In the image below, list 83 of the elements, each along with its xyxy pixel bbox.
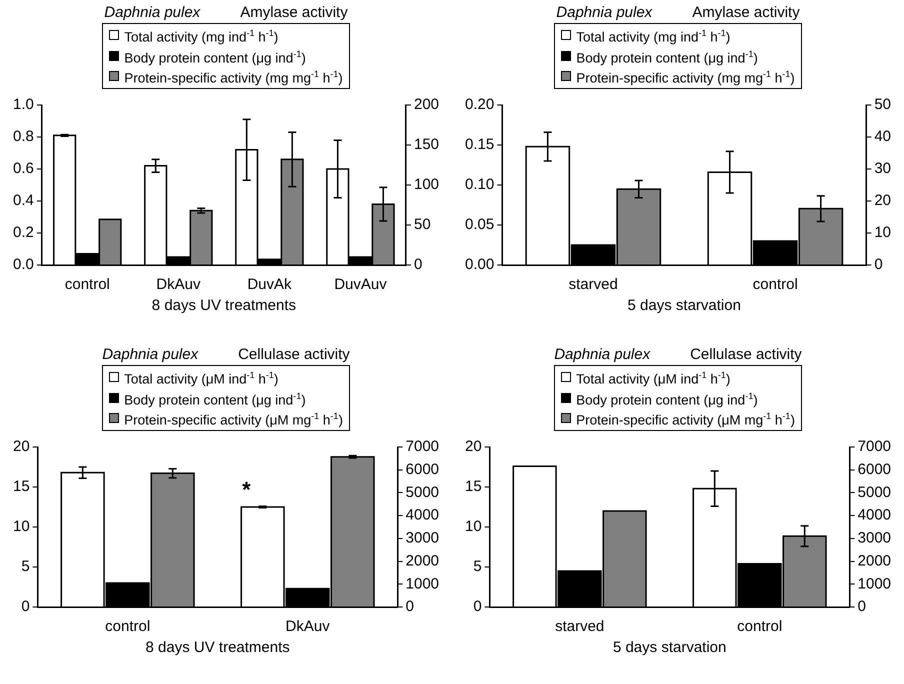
y2-tick-label: 40 <box>874 128 892 145</box>
y2-tick-label: 30 <box>874 160 892 177</box>
legend-label: Total activity (mg ind$^{-1}$ h$^{-1}$) <box>576 27 730 46</box>
y2-tick-label: 0 <box>858 598 866 615</box>
y-tick-label: 0.00 <box>464 256 494 273</box>
y2-tick-label: 4000 <box>858 506 892 524</box>
x-axis-title: 5 days starvation <box>612 638 726 656</box>
y-tick-label: 0.2 <box>12 224 34 241</box>
y2-tick-label: 20 <box>874 192 892 209</box>
y-tick-label: 10 <box>12 518 30 535</box>
x-tick-label: starved <box>568 276 618 293</box>
chart-subtitle: Amylase activity <box>692 4 800 21</box>
x-axis-title: 5 days starvation <box>628 296 741 314</box>
y2-tick-label: 5000 <box>858 483 892 500</box>
x-tick-label: DkAuv <box>286 618 330 635</box>
x-axis-title: 8 days UV treatments <box>152 296 296 314</box>
x-tick-label: control <box>105 618 150 635</box>
y-tick-label: 0.05 <box>464 216 494 233</box>
legend-label: Body protein content (μg ind$^{-1}$) <box>576 390 758 408</box>
y2-tick-label: 7000 <box>858 438 892 455</box>
legend-label: Protein-specific activity (mg mg$^{-1}$ h$^{-1}$) <box>576 68 795 86</box>
legend-label: Total activity (mg ind$^{-1}$ h$^{-1}$) <box>124 27 278 46</box>
legend-label: Total activity (μM ind$^{-1}$ h$^{-1}$) <box>576 369 730 388</box>
y-tick-label: 0.10 <box>464 176 494 193</box>
y-tick-label: 15 <box>12 478 30 495</box>
legend-label: Protein-specific activity (μM mg$^{-1}$ h$^{-1}$) <box>576 410 795 428</box>
y-tick-label: 0 <box>473 598 482 615</box>
y2-tick-label: 50 <box>414 216 431 233</box>
chart-subtitle: Cellulase activity <box>238 346 350 363</box>
y-tick-label: 15 <box>464 478 482 495</box>
x-axis-title: 8 days UV treatments <box>146 638 290 656</box>
y2-tick-label: 150 <box>414 136 440 153</box>
y-tick-label: 20 <box>464 438 482 455</box>
y2-tick-label: 2000 <box>858 552 892 569</box>
y-tick-label: 0.8 <box>12 128 34 145</box>
y2-tick-label: 50 <box>874 96 892 113</box>
y2-tick-label: 3000 <box>858 529 892 546</box>
x-tick-label: control <box>64 276 110 293</box>
y-tick-label: 0.0 <box>12 256 34 273</box>
y2-tick-label: 1000 <box>406 574 440 592</box>
legend-label: Body protein content (μg ind$^{-1}$) <box>576 48 758 66</box>
y2-tick-label: 2000 <box>406 552 440 569</box>
x-tick-label: DuvAuv <box>334 276 388 293</box>
legend-label: Total activity (μM ind$^{-1}$ h$^{-1}$) <box>124 369 278 388</box>
y2-tick-label: 200 <box>414 96 440 113</box>
chart-title: Daphnia pulex <box>104 4 200 21</box>
chart-title: Daphnia pulex <box>556 4 652 21</box>
y-tick-label: 10 <box>464 518 482 535</box>
y2-tick-label: 100 <box>414 176 440 193</box>
y2-tick-label: 10 <box>874 224 892 241</box>
y-tick-label: 0.20 <box>464 96 494 113</box>
y2-tick-label: 1000 <box>858 574 892 592</box>
y-tick-label: 0.4 <box>12 192 34 209</box>
legend-label: Protein-specific activity (μM mg$^{-1}$ h$^{-1}$) <box>124 410 343 428</box>
x-tick-label: DkAuv <box>156 276 201 293</box>
y2-tick-label: 6000 <box>406 460 440 478</box>
y-tick-label: 0.6 <box>12 160 34 177</box>
x-tick-label: DuvAk <box>247 276 292 293</box>
x-tick-label: control <box>752 276 798 293</box>
legend-label: Body protein content (μg ind$^{-1}$) <box>124 48 306 66</box>
chart-title: Daphnia pulex <box>554 346 650 363</box>
y-tick-label: 0.15 <box>464 136 494 153</box>
y2-tick-label: 3000 <box>406 529 440 546</box>
x-tick-label: starved <box>555 618 604 635</box>
chart-subtitle: Cellulase activity <box>690 346 802 363</box>
y-tick-label: 5 <box>473 558 482 575</box>
annotation: * <box>242 476 252 502</box>
y-tick-label: 5 <box>21 558 30 575</box>
y2-tick-label: 4000 <box>406 506 440 524</box>
chart-title: Daphnia pulex <box>102 346 198 363</box>
y2-tick-label: 0 <box>406 598 414 615</box>
y2-tick-label: 5000 <box>406 483 440 500</box>
chart-subtitle: Amylase activity <box>240 4 348 21</box>
x-tick-label: control <box>737 618 782 635</box>
y-tick-label: 1.0 <box>12 96 34 113</box>
y2-tick-label: 6000 <box>858 460 892 478</box>
y2-tick-label: 7000 <box>406 438 440 455</box>
y-tick-label: 20 <box>12 438 30 455</box>
y2-tick-label: 0 <box>874 256 883 273</box>
legend-label: Protein-specific activity (mg mg$^{-1}$ h$^{-1}$) <box>124 68 343 86</box>
y-tick-label: 0 <box>21 598 30 615</box>
y2-tick-label: 0 <box>414 256 422 273</box>
legend-label: Body protein content (μg ind$^{-1}$) <box>124 390 306 408</box>
